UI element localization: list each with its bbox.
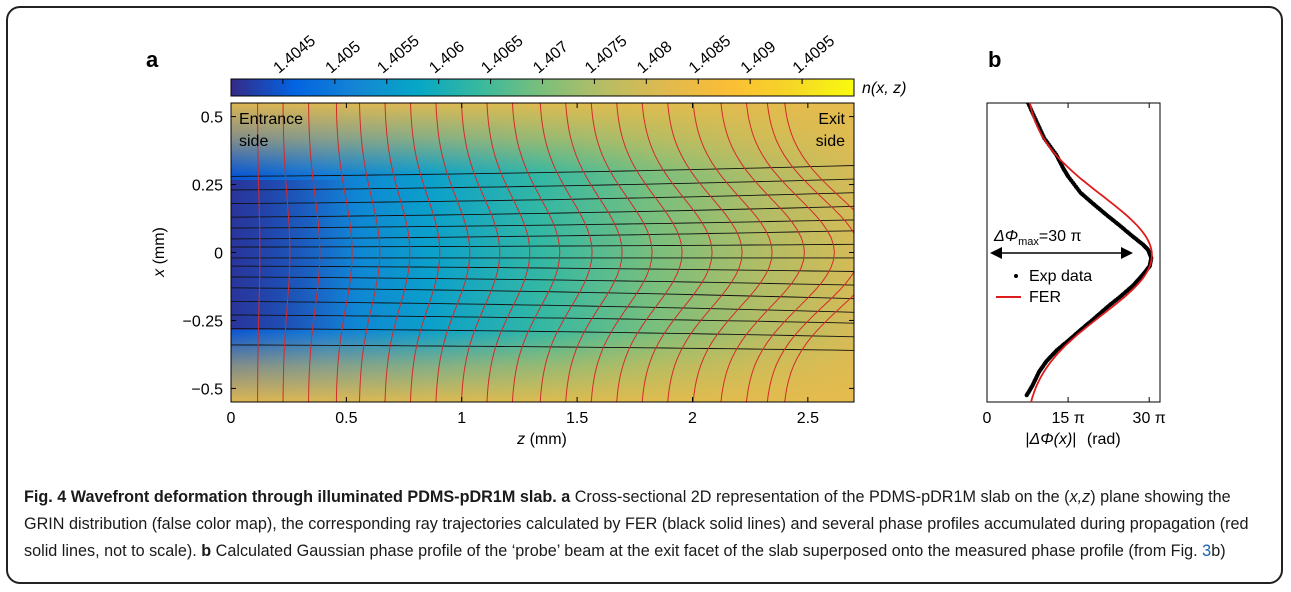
phase-profile-line [435, 103, 471, 402]
ray-line [231, 300, 854, 313]
phase-profile-line [720, 103, 805, 402]
phase-profile-line [410, 103, 441, 402]
panel-b-plot [1024, 103, 1154, 402]
colorbar-tick-label: 1.4045 [271, 33, 319, 78]
phase-profile-line [257, 103, 261, 402]
b-x-tick-label: 0 [983, 410, 992, 427]
caption-text-a-italic: x,z [1069, 488, 1091, 506]
x-tick-label: 2.5 [797, 410, 819, 427]
ray-line [231, 314, 854, 324]
panel-a-label: a [146, 47, 159, 72]
ray-line [231, 219, 854, 229]
ray-line [231, 344, 854, 351]
caption-text-a2: ) plane showing the GRIN distribution (f… [24, 488, 1249, 560]
ray-line [231, 265, 854, 272]
figure-graphic: a b 1.4045 1.405 1.4055 1.406 1.4065 1.407 1.4… [146, 33, 1166, 448]
colorbar-tick-label: 1.4075 [582, 33, 630, 78]
phase-profile-line [282, 103, 291, 402]
fer-curve [1028, 103, 1153, 402]
y-tick-label: 0.5 [201, 110, 223, 127]
caption-title: Wavefront deformation through illuminate… [70, 488, 557, 506]
ray-line [231, 192, 854, 205]
ray-line [231, 165, 854, 177]
panel-b-xlabel: |ΔΦ(x)| (rad) [1025, 431, 1120, 448]
colorbar-ticks: 1.4045 1.405 1.4055 1.406 1.4065 1.407 1.4075 1… [271, 33, 838, 84]
phase-profile-line [539, 103, 593, 402]
panel-a-ylabel: x (mm) [151, 227, 168, 278]
figure-frame [6, 6, 1283, 584]
x-tick-label: 1.5 [566, 410, 588, 427]
phase-profile-line [359, 103, 381, 402]
caption-a-label: a [561, 488, 571, 506]
panel-b-ticks: 0 15 π 30 π [983, 103, 1166, 427]
phase-profile-line [461, 103, 501, 402]
phase-profile-line [335, 103, 353, 402]
ray-line [231, 243, 854, 248]
caption-text-a1: Cross-sectional 2D representation of the… [574, 488, 1070, 506]
colorbar-label: n(x, z) [862, 80, 906, 97]
phase-profile-line [384, 103, 411, 402]
ray-line [231, 178, 854, 191]
phase-profile-line [565, 103, 623, 402]
x-tick-label: 2 [688, 410, 697, 427]
x-tick-label: 0.5 [335, 410, 357, 427]
colorbar-tick-label: 1.405 [322, 38, 364, 77]
panel-a-ticks: 0 0.5 1 1.5 2 2.5 0.5 0.25 0 −0.25 −0.5 [183, 103, 854, 427]
colorbar-tick-label: 1.406 [426, 38, 468, 77]
exp-data-point [1024, 393, 1029, 398]
caption-fig-label: Fig. 4 [24, 488, 67, 506]
y-tick-label: −0.25 [183, 313, 224, 330]
phase-profiles [257, 103, 854, 402]
delta-phi-max-annotation: ΔΦmax=30 π [990, 228, 1133, 259]
colorbar-tick-label: 1.4065 [478, 33, 526, 78]
ray-line [231, 230, 854, 240]
caption-figure-ref-link[interactable]: 3 [1202, 542, 1212, 560]
phase-profile-line [766, 103, 854, 402]
caption-text-b1: Calculated Gaussian phase profile of the… [215, 542, 1198, 560]
panel-b-legend: Exp data FER [996, 268, 1092, 306]
y-tick-label: −0.5 [191, 381, 223, 398]
colorbar-tick-label: 1.4095 [790, 33, 838, 78]
b-x-tick-label: 30 π [1133, 410, 1166, 427]
phase-profile-line [486, 103, 531, 402]
panel-a-xlabel: z (mm) [516, 431, 567, 448]
b-x-tick-label: 15 π [1051, 410, 1084, 427]
x-tick-label: 0 [227, 410, 236, 427]
panel-a-field [231, 103, 854, 402]
exit-label-line1: Exit [818, 111, 845, 128]
phase-profile-line [641, 103, 713, 402]
phase-profile-line [784, 103, 854, 402]
colorbar-tick-label: 1.4055 [374, 33, 422, 78]
ray-line [231, 328, 854, 338]
figure-caption: Fig. 4 Wavefront deformation through ill… [24, 484, 1269, 565]
legend-exp-marker [1014, 274, 1018, 278]
svg-text:ΔΦmax=30 π: ΔΦmax=30 π [993, 228, 1082, 248]
caption-text-b2: b) [1211, 542, 1226, 560]
y-tick-label: 0.25 [192, 178, 223, 195]
phase-profile-line [308, 103, 321, 402]
phase-profile-line [692, 103, 773, 402]
legend-fer-label: FER [1029, 289, 1061, 306]
colorbar-tick-label: 1.407 [530, 38, 572, 77]
ray-line [231, 276, 854, 286]
legend-exp-label: Exp data [1029, 268, 1092, 285]
colorbar-tick-label: 1.408 [634, 38, 676, 77]
entrance-label-line1: Entrance [239, 111, 303, 128]
exit-label-line2: side [816, 133, 845, 150]
entrance-label-line2: side [239, 133, 268, 150]
colorbar-tick-label: 1.409 [738, 38, 780, 77]
phase-profile-line [590, 103, 653, 402]
phase-profile-line [616, 103, 683, 402]
ray-trajectories [231, 165, 854, 351]
phase-profile-line [745, 103, 835, 402]
x-tick-label: 1 [457, 410, 466, 427]
y-tick-label: 0 [214, 246, 223, 263]
phase-profile-line [667, 103, 743, 402]
phase-profile-line [512, 103, 561, 402]
caption-b-label: b [201, 542, 212, 560]
panel-b-label: b [988, 47, 1001, 72]
colorbar-tick-label: 1.4085 [686, 33, 734, 78]
